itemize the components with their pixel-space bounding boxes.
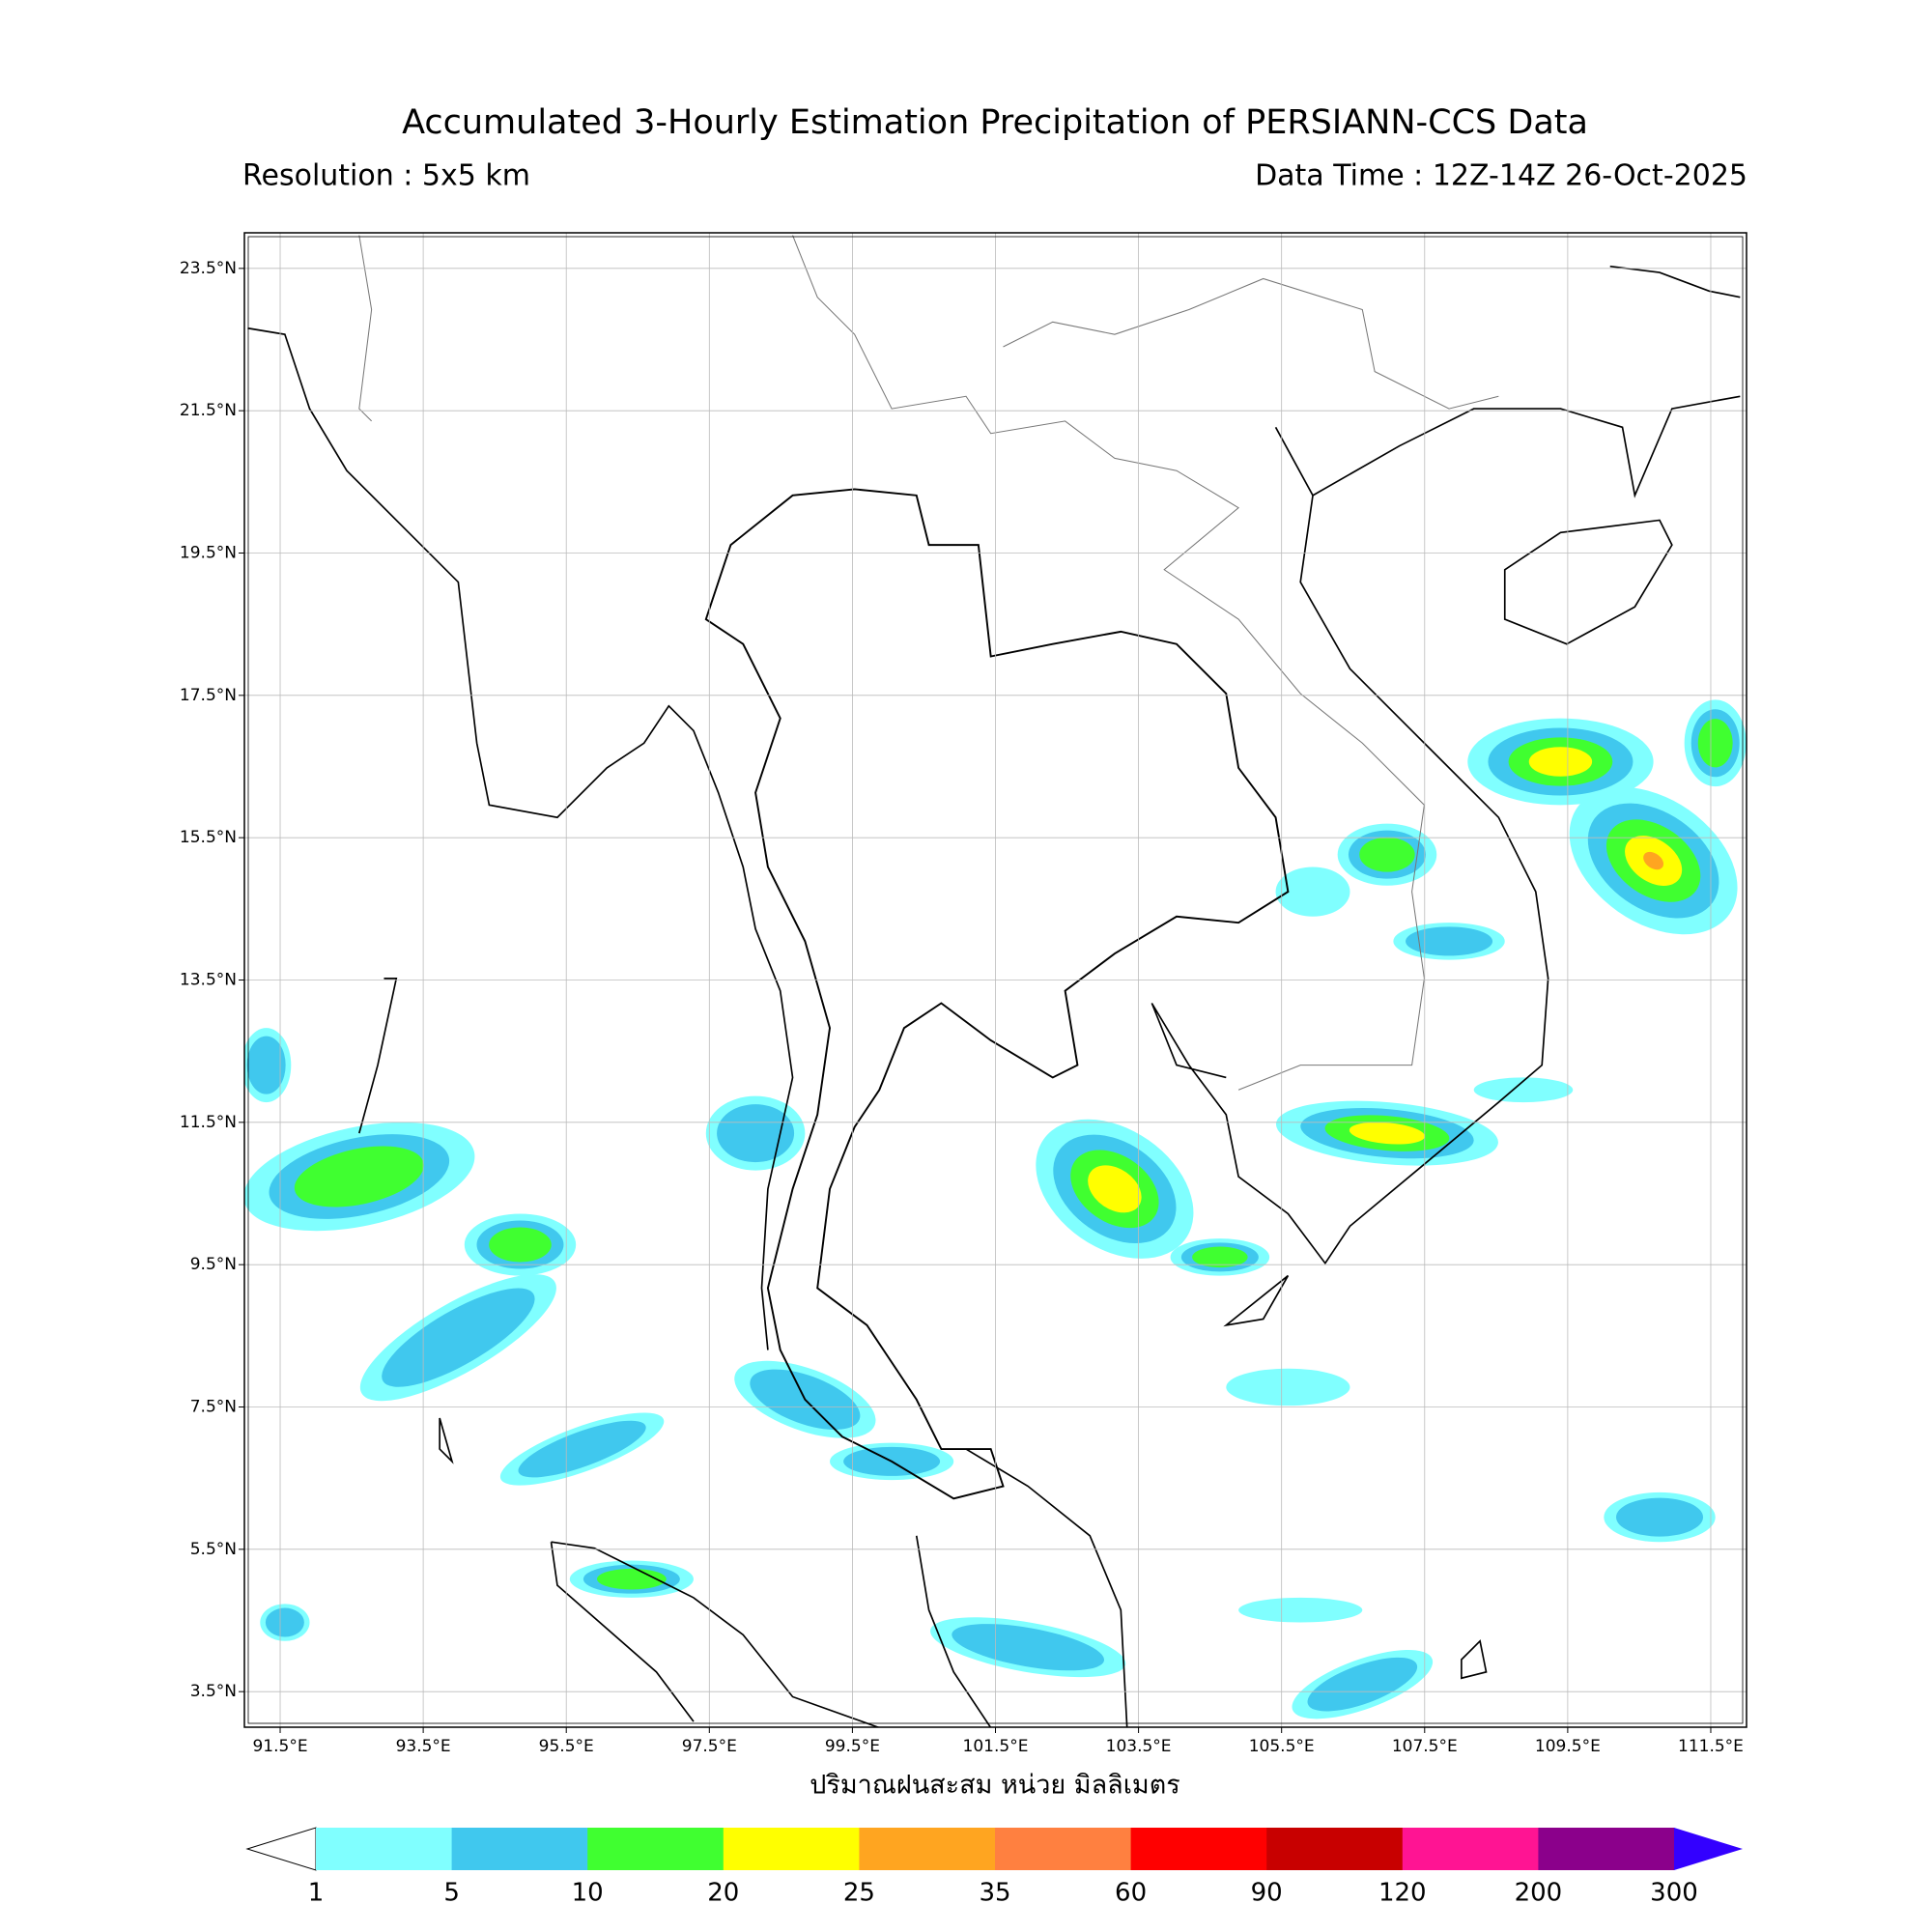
map-frame [243, 232, 1747, 1728]
x-tick-label: 105.5°E [1249, 1737, 1315, 1756]
y-tick-label: 15.5°N [180, 828, 237, 847]
coastline [965, 1448, 1128, 1727]
coastline [915, 1535, 992, 1727]
colorbar-segment [859, 1828, 996, 1870]
colorbar-segment [1538, 1828, 1675, 1870]
rain-cell [489, 1227, 552, 1263]
colorbar-label: 90 [1251, 1879, 1283, 1908]
colorbar-segment [995, 1828, 1132, 1870]
rain-cell [1192, 1246, 1248, 1268]
rain-cell [382, 1288, 535, 1387]
rain-cell [294, 1146, 424, 1208]
rain-cell [1697, 719, 1733, 768]
colorbar-segment [1130, 1828, 1267, 1870]
colorbar-label: 20 [707, 1879, 739, 1908]
rain-cell [1359, 837, 1415, 872]
coastline [247, 327, 794, 1350]
colorbar: 1 5 10 20 25 35 60 90 120 200 300 [245, 1827, 1743, 1908]
colorbar-label: 300 [1650, 1879, 1698, 1908]
x-tick-label: 109.5°E [1535, 1737, 1601, 1756]
country-border [358, 235, 373, 422]
y-tick-label: 3.5°N [190, 1682, 237, 1701]
y-tick-label: 17.5°N [180, 686, 237, 705]
coastline [358, 978, 1290, 1464]
colorbar-label: 120 [1378, 1879, 1427, 1908]
rain-cell [1307, 1657, 1418, 1712]
colorbar-label: 1 [308, 1879, 325, 1908]
x-axis-label: ปริมาณฝนสะสม หน่วย มิลลิเมตร [810, 1771, 1180, 1801]
colorbar-segment [1402, 1828, 1539, 1870]
rain-cell [1616, 1497, 1704, 1537]
y-tick-label: 23.5°N [180, 259, 237, 278]
y-tick-label: 7.5°N [190, 1398, 237, 1417]
rain-cell [1528, 747, 1593, 777]
data-time: Data Time : 12Z-14Z 26-Oct-2025 [1255, 159, 1747, 193]
coastline [1312, 395, 1741, 498]
grid: 91.5°E 93.5°E 95.5°E 97.5°E 99.5°E 101.5°E 103… [180, 233, 1747, 1756]
map-frame-inner [247, 236, 1744, 1724]
rain-cell [265, 1607, 304, 1637]
x-tick-label: 111.5°E [1678, 1737, 1744, 1756]
colorbar-over [1674, 1828, 1743, 1870]
x-tick-label: 93.5°E [396, 1737, 451, 1756]
x-tick-label: 91.5°E [252, 1737, 307, 1756]
y-tick-label: 9.5°N [190, 1255, 237, 1274]
rain-cell [952, 1624, 1105, 1671]
rain-cell [1406, 926, 1493, 956]
country-border [704, 488, 1290, 1500]
colorbar-label: 35 [979, 1879, 1010, 1908]
x-tick-label: 97.5°E [682, 1737, 737, 1756]
rain-cell [1349, 1122, 1426, 1145]
rain-field [244, 235, 1747, 1727]
colorbar-segment [451, 1828, 588, 1870]
rain-cell [1275, 867, 1350, 917]
y-tick-label: 21.5°N [180, 401, 237, 420]
country-border [792, 235, 1425, 1091]
colorbar-segment [723, 1828, 860, 1870]
coastline [1461, 1639, 1488, 1680]
colorbar-label: 10 [572, 1879, 604, 1908]
coastlines [247, 235, 1741, 1727]
colorbar-segment [1266, 1828, 1404, 1870]
rain-cell [518, 1420, 646, 1478]
resolution: Resolution : 5x5 km [242, 159, 530, 193]
x-tick-label: 99.5°E [825, 1737, 880, 1756]
y-tick-label: 13.5°N [180, 971, 237, 990]
title: Accumulated 3-Hourly Estimation Precipit… [402, 103, 1588, 142]
rain-cell [717, 1104, 795, 1163]
colorbar-segment [316, 1828, 453, 1870]
x-tick-label: 103.5°E [1106, 1737, 1172, 1756]
rain-cell [1238, 1597, 1363, 1623]
colorbar-segment [587, 1828, 724, 1870]
rain-cell [1226, 1368, 1350, 1406]
coastline [1151, 426, 1549, 1265]
coastline [1503, 519, 1673, 645]
rain-cell [1473, 1077, 1574, 1103]
colorbar-label: 200 [1515, 1879, 1563, 1908]
y-tick-label: 19.5°N [180, 544, 237, 563]
colorbar-under [245, 1827, 317, 1871]
rain-cell [596, 1568, 667, 1590]
x-tick-label: 95.5°E [539, 1737, 594, 1756]
y-tick-label: 5.5°N [190, 1540, 237, 1559]
rain-cell [1088, 1165, 1142, 1213]
colorbar-label: 5 [443, 1879, 460, 1908]
coastline [1609, 265, 1741, 298]
coastline [550, 1541, 880, 1727]
x-tick-label: 107.5°E [1392, 1737, 1458, 1756]
map-area [244, 235, 1747, 1727]
x-tick-label: 101.5°E [963, 1737, 1029, 1756]
y-tick-label: 11.5°N [180, 1113, 237, 1132]
rain-cell [246, 1036, 286, 1094]
colorbar-label: 60 [1115, 1879, 1147, 1908]
colorbar-label: 25 [843, 1879, 875, 1908]
rain-cell [1643, 851, 1664, 870]
